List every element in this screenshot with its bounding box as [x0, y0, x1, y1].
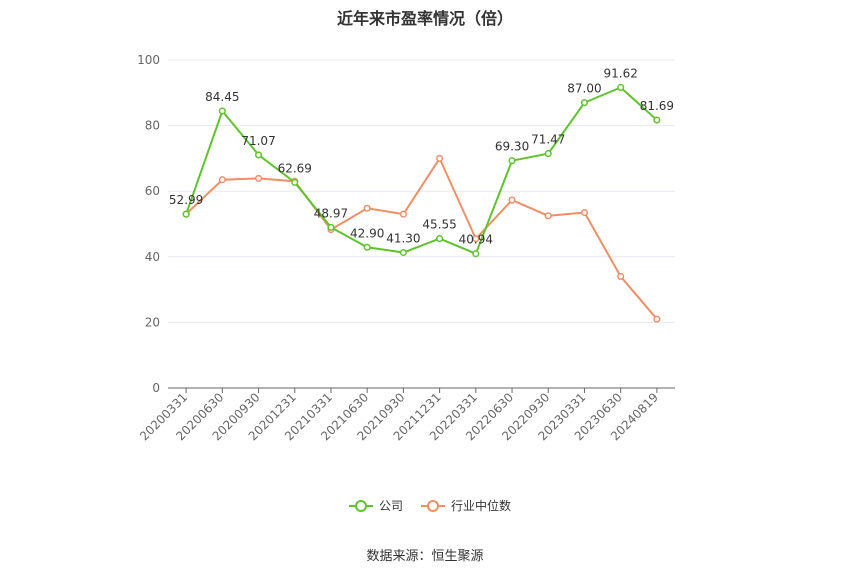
data-point	[254, 174, 263, 182]
legend-label: 行业中位数	[451, 498, 511, 513]
data-point	[508, 196, 516, 204]
data-label: 42.90	[350, 226, 384, 240]
data-label: 40.94	[459, 233, 493, 247]
data-point	[254, 151, 263, 159]
data-point	[580, 99, 589, 107]
data-label: 69.30	[495, 140, 529, 154]
legend-swatch-marker	[427, 500, 439, 512]
data-label: 48.97	[314, 206, 348, 220]
data-label: 71.07	[241, 134, 275, 148]
data-point	[399, 210, 407, 218]
data-point	[653, 116, 661, 124]
data-point	[580, 208, 589, 217]
data-point	[363, 204, 371, 212]
data-point	[544, 212, 552, 220]
data-point	[617, 272, 625, 281]
data-label: 91.62	[603, 66, 637, 80]
data-point	[472, 235, 480, 243]
data-point	[544, 150, 552, 158]
data-point	[399, 248, 407, 257]
legend-label: 公司	[379, 499, 403, 513]
data-label: 41.30	[386, 232, 420, 246]
data-point	[182, 210, 190, 218]
data-point	[617, 83, 625, 92]
y-tick-label: 80	[145, 119, 160, 133]
legend-item: 行业中位数	[421, 498, 511, 513]
data-label: 81.69	[640, 99, 674, 113]
data-point	[218, 107, 226, 115]
legend-swatch-marker	[355, 500, 367, 512]
data-point	[653, 315, 661, 323]
data-point	[218, 176, 226, 184]
series-line	[185, 156, 658, 320]
x-axis: 2020033120200630202009302020123120210331…	[137, 387, 675, 443]
data-point	[472, 250, 480, 258]
y-axis-ticks: 0 20 40 60 80 100	[137, 53, 160, 395]
data-label: 87.00	[567, 82, 601, 96]
data-label: 84.45	[205, 90, 239, 104]
data-point	[363, 243, 371, 251]
data-point	[508, 157, 516, 165]
data-label: 52.99	[169, 193, 203, 207]
y-tick-label: 100	[137, 53, 160, 67]
y-tick-label: 60	[145, 184, 160, 198]
data-label: 71.47	[531, 133, 565, 147]
grid-lines	[168, 59, 675, 323]
data-source: 数据来源：恒生聚源	[366, 549, 484, 564]
data-label: 62.69	[278, 161, 312, 175]
legend-item: 公司	[349, 499, 403, 513]
y-tick-label: 20	[145, 315, 160, 329]
y-tick-label: 0	[152, 381, 160, 395]
data-point	[291, 178, 299, 186]
series-lines	[182, 83, 661, 323]
series-line	[185, 86, 658, 256]
data-point	[327, 223, 335, 231]
y-tick-label: 40	[145, 250, 160, 264]
chart-title: 近年来市盈率情况（倍）	[336, 9, 513, 28]
legend: 公司 行业中位数	[349, 498, 511, 513]
data-point	[436, 154, 444, 162]
data-label: 45.55	[422, 218, 456, 232]
data-point	[436, 235, 444, 243]
